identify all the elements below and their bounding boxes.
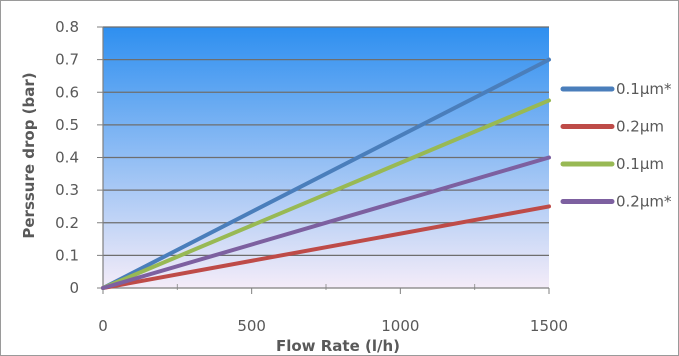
x-tick-label: 1000 [381, 317, 419, 335]
legend-label: 0.2µm* [616, 193, 672, 211]
y-tick-label: 0.8 [55, 18, 79, 36]
y-tick-label: 0 [69, 279, 79, 297]
series-line [101, 57, 551, 290]
x-tick-label: 500 [237, 317, 266, 335]
legend-label: 0.1µm [616, 155, 664, 173]
y-tick-label: 0.6 [55, 83, 79, 101]
x-tick-label: 0 [98, 317, 108, 335]
x-tick-label: 1500 [530, 317, 568, 335]
x-axis-title: Flow Rate (l/h) [276, 337, 400, 355]
legend: 0.1µm* 0.2µm 0.1µm 0.2µm* [560, 80, 672, 211]
axes [97, 26, 550, 294]
y-tick-label: 0.3 [55, 181, 79, 199]
legend-label: 0.2µm [616, 118, 664, 136]
series-line [101, 204, 551, 290]
y-tick-label: 0.7 [55, 51, 79, 69]
y-tick-label: 0.2 [55, 214, 79, 232]
legend-label: 0.1µm* [616, 80, 672, 98]
series-lines [101, 57, 551, 290]
series-line [101, 98, 551, 290]
y-tick-label: 0.4 [55, 149, 79, 167]
y-axis-title: Perssure drop (bar) [20, 72, 38, 238]
y-tick-label: 0.1 [55, 246, 79, 264]
tick-labels: 0 0.1 0.2 0.3 0.4 0.5 0.6 0.7 0.8 0 500 1000 1500 [55, 18, 568, 335]
y-tick-label: 0.5 [55, 116, 79, 134]
series-line [101, 155, 551, 290]
